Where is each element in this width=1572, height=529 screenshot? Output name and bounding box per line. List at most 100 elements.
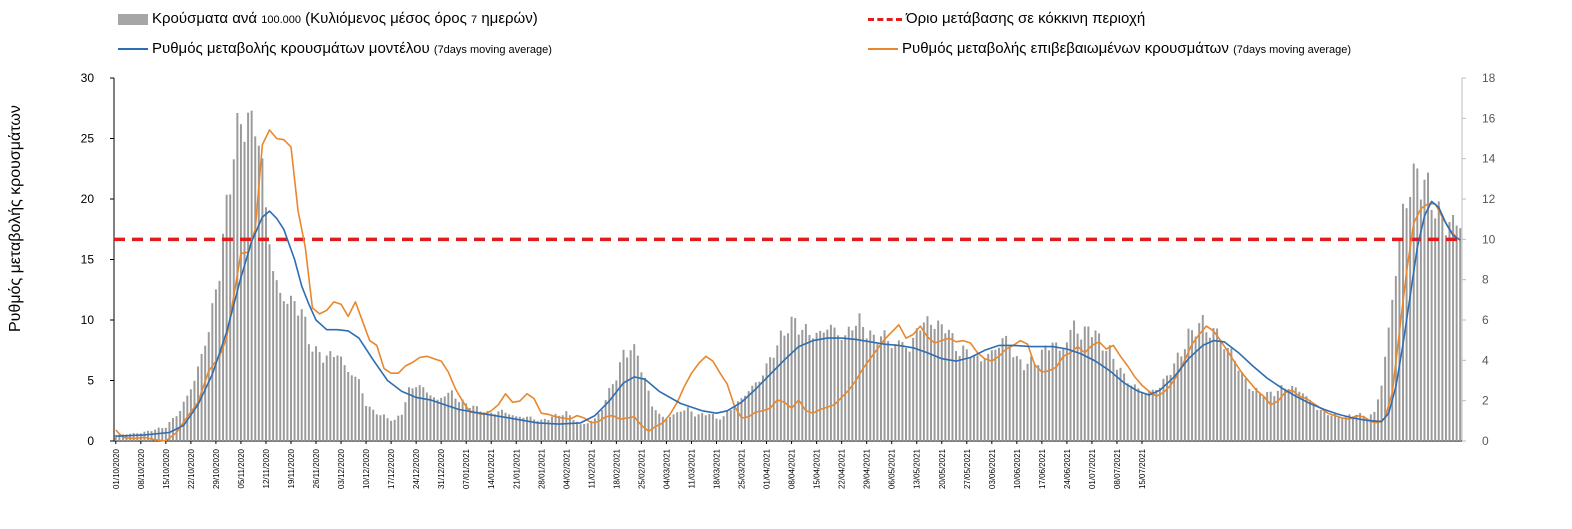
bar — [1098, 333, 1101, 441]
x-tick-label: 19/11/2020 — [287, 448, 296, 488]
bar — [926, 316, 929, 441]
legend-threshold: Όριο μετάβασης σε κόκκινη περιοχή — [868, 10, 1145, 27]
bar — [1216, 328, 1219, 441]
bar — [1223, 349, 1226, 441]
bar — [937, 320, 940, 441]
bar — [1119, 367, 1122, 441]
bar — [922, 322, 925, 441]
bar — [186, 395, 189, 441]
bar — [640, 372, 643, 441]
right-tick-label: 4 — [1482, 353, 1489, 367]
x-tick-label: 15/07/2021 — [1138, 448, 1147, 489]
bar — [1348, 414, 1351, 441]
bar — [1437, 201, 1440, 441]
bar — [776, 345, 779, 441]
bar — [543, 418, 546, 441]
x-tick-label: 05/11/2020 — [237, 448, 246, 488]
bar — [933, 328, 936, 441]
legend-bars-label: Κρούσματα ανά — [152, 10, 262, 27]
bar — [847, 326, 850, 441]
bar — [114, 434, 117, 441]
x-tick-label: 25/02/2021 — [637, 448, 646, 489]
bar — [161, 428, 164, 441]
bar — [1258, 393, 1261, 441]
bar — [912, 337, 915, 441]
x-tick-label: 22/04/2021 — [838, 448, 847, 489]
bar — [425, 392, 428, 441]
x-tick-label: 04/03/2021 — [662, 448, 671, 489]
bar — [1273, 396, 1276, 441]
bar — [726, 411, 729, 441]
bar — [654, 410, 657, 441]
legend-threshold-label: Όριο μετάβασης σε κόκκινη περιοχή — [906, 10, 1146, 27]
bar — [261, 158, 264, 441]
bar — [1351, 416, 1354, 441]
x-tick-label: 08/10/2020 — [137, 448, 146, 489]
x-tick-label: 27/05/2021 — [963, 448, 972, 489]
bar — [862, 327, 865, 441]
bar — [779, 330, 782, 441]
bar — [829, 324, 832, 441]
bar — [525, 416, 528, 441]
legend-bars-swatch — [118, 13, 148, 25]
bar — [1005, 335, 1008, 441]
bar — [1044, 345, 1047, 441]
bar — [751, 385, 754, 441]
x-tick-label: 24/12/2020 — [412, 448, 421, 489]
bar — [669, 416, 671, 441]
bar — [268, 244, 271, 441]
bar — [1141, 391, 1143, 441]
bar — [436, 399, 439, 441]
bar — [458, 402, 461, 441]
bar — [483, 412, 486, 441]
bar — [1033, 363, 1036, 441]
bar — [1155, 389, 1158, 441]
bar — [1073, 320, 1076, 441]
x-tick-label: 25/03/2021 — [738, 448, 747, 489]
bar — [322, 362, 325, 441]
bar — [239, 124, 242, 441]
bar — [1083, 326, 1086, 441]
bar — [697, 414, 700, 441]
bar — [1291, 385, 1294, 441]
bar — [1144, 392, 1147, 441]
bar — [897, 340, 900, 441]
bar — [787, 333, 789, 441]
bar — [1341, 418, 1344, 441]
bar — [944, 333, 947, 441]
bar — [572, 420, 575, 441]
right-tick-label: 6 — [1482, 313, 1489, 327]
bar — [1362, 415, 1365, 441]
x-tick-label: 03/12/2020 — [337, 448, 346, 489]
bar — [354, 376, 357, 441]
bar — [468, 408, 471, 441]
legend-threshold-swatch — [868, 17, 902, 21]
bar — [558, 415, 561, 441]
bar — [1391, 299, 1394, 441]
x-tick-label: 29/04/2021 — [863, 448, 872, 489]
bar — [447, 392, 450, 441]
bar — [1087, 326, 1090, 441]
bar — [719, 419, 722, 441]
x-tick-label: 11/02/2021 — [587, 448, 596, 488]
bar — [1248, 388, 1251, 441]
bar — [629, 350, 632, 441]
bar — [551, 416, 553, 441]
x-tick-label: 15/04/2021 — [813, 448, 822, 489]
bar — [1130, 385, 1133, 441]
model-line — [115, 200, 1461, 437]
bar — [1294, 387, 1297, 441]
bar — [772, 357, 775, 441]
x-tick-label: 20/05/2021 — [938, 448, 947, 489]
x-tick-label: 18/03/2021 — [712, 448, 721, 489]
bar — [282, 301, 285, 441]
bar — [368, 406, 371, 441]
right-tick-label: 14 — [1482, 152, 1496, 166]
bar — [393, 419, 396, 441]
right-tick-label: 10 — [1482, 232, 1496, 246]
bar — [651, 406, 654, 441]
bar — [497, 411, 500, 441]
x-tick-label: 17/12/2020 — [387, 448, 396, 489]
bar — [379, 415, 382, 441]
bar — [1183, 349, 1186, 441]
